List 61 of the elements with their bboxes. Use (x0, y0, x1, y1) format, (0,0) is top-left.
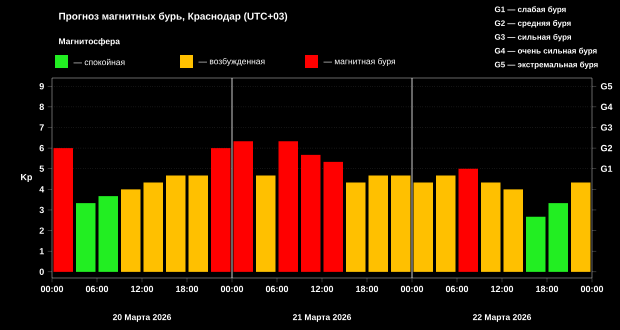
y-tick-label: 6 (40, 144, 44, 152)
bar (98, 196, 118, 272)
bar (436, 176, 456, 272)
bar (211, 148, 230, 272)
bar (76, 203, 96, 272)
bar (391, 176, 411, 272)
ref-line-label: G2 (600, 144, 612, 152)
y-tick-label: 1 (40, 248, 44, 254)
bar (234, 141, 253, 272)
bar (481, 182, 501, 272)
legend-label: — возбужденная (198, 58, 264, 66)
x-tick-label: 18:00 (176, 286, 198, 292)
bar (368, 176, 388, 272)
x-tick-label: 06:00 (86, 286, 108, 292)
y-axis-title: Kp (21, 174, 32, 182)
bar (414, 182, 434, 272)
bar (458, 168, 478, 272)
y-tick-label: 5 (40, 166, 44, 172)
bar (548, 203, 568, 272)
y-tick-label: 0 (40, 268, 44, 275)
bar (526, 216, 546, 272)
bar (166, 176, 186, 272)
bar (301, 154, 320, 272)
bar (346, 182, 366, 272)
x-tick-label: 12:00 (131, 286, 154, 292)
y-tick-label: 3 (39, 206, 44, 214)
bar (504, 189, 524, 272)
y-tick-label: 4 (39, 186, 44, 192)
x-tick-label: 00:00 (580, 286, 604, 292)
text: 20 Марта 2026 (112, 314, 172, 322)
y-tick-label: 9 (40, 83, 44, 90)
bar (54, 148, 73, 272)
legend-title: Магнитосфера (59, 38, 120, 46)
bar (278, 141, 298, 272)
ref-line-label: G5 (600, 83, 612, 90)
x-tick-label: 18:00 (536, 286, 558, 292)
bar (188, 176, 208, 272)
x-tick-label: 00:00 (400, 286, 424, 292)
x-tick-label: 12:00 (311, 286, 334, 292)
bar (571, 182, 591, 272)
x-tick-label: 18:00 (356, 286, 378, 292)
ref-line-label: G3 (600, 124, 612, 131)
ref-line-label: G4 (600, 104, 612, 110)
y-tick-label: 2 (40, 227, 44, 234)
bar (144, 182, 163, 272)
x-tick-label: 00:00 (220, 286, 244, 292)
text: 21 Марта 2026 (292, 314, 352, 322)
x-tick-label: 06:00 (446, 286, 468, 292)
x-tick-label: 00:00 (40, 286, 64, 292)
chart-title: Прогноз магнитных бурь, Краснодар (UTC+03) (59, 12, 288, 22)
x-tick-label: 06:00 (266, 286, 288, 292)
y-tick-label: 8 (40, 104, 44, 110)
y-tick-label: 7 (40, 124, 44, 131)
bar (121, 189, 140, 272)
text: 22 Марта 2026 (472, 314, 532, 322)
legend-label: — магнитная буря (324, 58, 396, 66)
ref-line-label: G1 (600, 166, 612, 172)
legend-label: — спокойная (74, 58, 125, 66)
bar (324, 162, 343, 272)
x-tick-label: 12:00 (491, 286, 514, 292)
bar (256, 176, 276, 272)
